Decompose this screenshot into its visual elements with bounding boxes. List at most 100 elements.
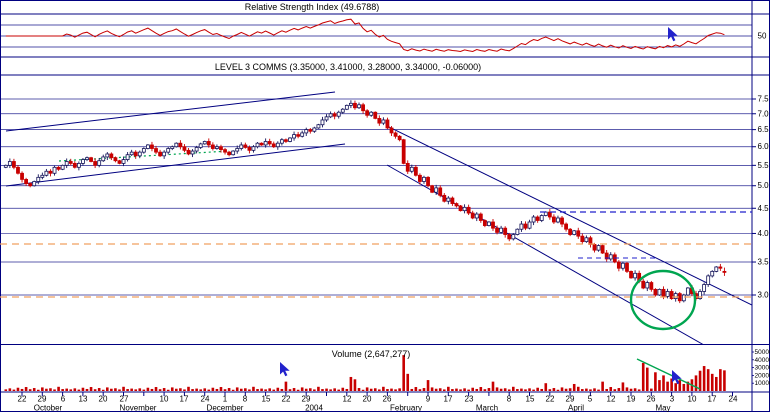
volume-bar bbox=[560, 387, 564, 391]
volume-bar bbox=[609, 387, 613, 391]
volume-bar bbox=[329, 389, 332, 391]
candle bbox=[681, 294, 686, 302]
x-axis-label: 24 bbox=[201, 395, 210, 404]
candle bbox=[259, 142, 264, 146]
candle bbox=[401, 139, 406, 164]
volume-bar bbox=[568, 388, 572, 391]
candle bbox=[616, 261, 621, 269]
volume-bar bbox=[337, 389, 341, 391]
highlight-ellipse[interactable] bbox=[629, 269, 697, 331]
x-axis-label: 12 bbox=[343, 395, 352, 404]
green-dotted-trendline[interactable] bbox=[58, 150, 230, 162]
volume-bar bbox=[150, 388, 154, 391]
candle bbox=[117, 160, 122, 164]
volume-bar bbox=[495, 387, 499, 391]
candle bbox=[661, 288, 666, 297]
volume-bar bbox=[162, 388, 166, 391]
candle bbox=[267, 141, 272, 145]
candle bbox=[296, 134, 301, 137]
volume-bar bbox=[442, 389, 446, 391]
cursor-arrow-volume-left[interactable] bbox=[280, 362, 290, 377]
candle bbox=[629, 270, 633, 279]
volume-bar bbox=[268, 388, 271, 391]
candle bbox=[531, 216, 536, 223]
volume-bar bbox=[20, 388, 24, 391]
volume-bar bbox=[386, 389, 389, 391]
volume-bar bbox=[333, 388, 336, 391]
candle bbox=[247, 147, 252, 151]
candle bbox=[76, 163, 81, 168]
volume-bar bbox=[349, 376, 353, 391]
candle bbox=[162, 151, 167, 157]
x-axis-label: 10 bbox=[688, 395, 697, 404]
price-axis-label: 3.5 bbox=[758, 258, 770, 267]
volume-bar bbox=[357, 388, 361, 391]
candle bbox=[507, 234, 512, 240]
volume-bar bbox=[426, 380, 430, 391]
volume-bar bbox=[637, 389, 641, 391]
candle bbox=[206, 141, 211, 146]
volume-bar bbox=[503, 388, 507, 391]
volume-bar bbox=[223, 389, 227, 391]
x-axis-label: 26 bbox=[647, 395, 656, 404]
cursor-arrow-volume-right[interactable] bbox=[672, 370, 682, 385]
volume-bar bbox=[459, 389, 462, 391]
candle bbox=[320, 119, 325, 126]
volume-bar bbox=[138, 388, 142, 391]
volume-bar bbox=[244, 388, 247, 391]
candle bbox=[182, 146, 187, 151]
down-channel-upper-trendline[interactable] bbox=[386, 125, 752, 306]
rsi-title: Relative Strength Index (49.6788) bbox=[245, 2, 380, 12]
up-channel-lower-trendline[interactable] bbox=[5, 143, 346, 187]
candle bbox=[698, 291, 702, 299]
candle bbox=[304, 129, 309, 134]
candle bbox=[572, 230, 577, 235]
volume-bar bbox=[24, 387, 28, 391]
candle bbox=[592, 244, 597, 251]
candle bbox=[194, 147, 199, 152]
volume-bar bbox=[605, 388, 608, 391]
volume-bar bbox=[203, 388, 207, 391]
candle bbox=[450, 197, 455, 204]
volume-bar bbox=[239, 388, 243, 391]
candle bbox=[85, 157, 89, 160]
candle bbox=[657, 288, 662, 296]
volume-bar bbox=[536, 387, 539, 391]
candle bbox=[52, 166, 57, 174]
volume-bar bbox=[593, 388, 596, 391]
volume-bar bbox=[654, 372, 657, 391]
candle bbox=[564, 223, 568, 230]
candle bbox=[56, 166, 61, 170]
volume-bar bbox=[45, 388, 48, 391]
candle bbox=[125, 154, 130, 160]
candle bbox=[20, 172, 24, 180]
volume-bar bbox=[231, 389, 235, 391]
volume-bar bbox=[662, 375, 665, 391]
candle bbox=[109, 153, 114, 159]
volume-bar bbox=[85, 388, 89, 391]
candle bbox=[64, 161, 69, 166]
volume-bar bbox=[12, 389, 16, 391]
volume-green-trendline[interactable] bbox=[636, 358, 701, 390]
volume-bar bbox=[617, 388, 621, 391]
candle bbox=[487, 221, 491, 226]
candle bbox=[353, 102, 357, 109]
volume-bar bbox=[179, 388, 182, 391]
volume-bar bbox=[625, 387, 629, 391]
x-axis-label: 17 bbox=[180, 395, 189, 404]
up-channel-upper-trendline[interactable] bbox=[5, 91, 336, 132]
candle bbox=[434, 187, 439, 193]
x-axis-label: 15 bbox=[526, 395, 535, 404]
candle bbox=[608, 254, 613, 260]
volume-bar bbox=[296, 389, 300, 391]
candle bbox=[223, 149, 227, 153]
cursor-arrow-rsi[interactable] bbox=[668, 27, 678, 42]
candle bbox=[251, 146, 256, 151]
volume-bar bbox=[540, 388, 544, 391]
price-axis-label: 6.5 bbox=[758, 125, 770, 134]
price-axis-label: 4.0 bbox=[758, 229, 770, 238]
candle bbox=[438, 187, 443, 196]
candle bbox=[405, 163, 410, 172]
candle bbox=[170, 146, 175, 149]
